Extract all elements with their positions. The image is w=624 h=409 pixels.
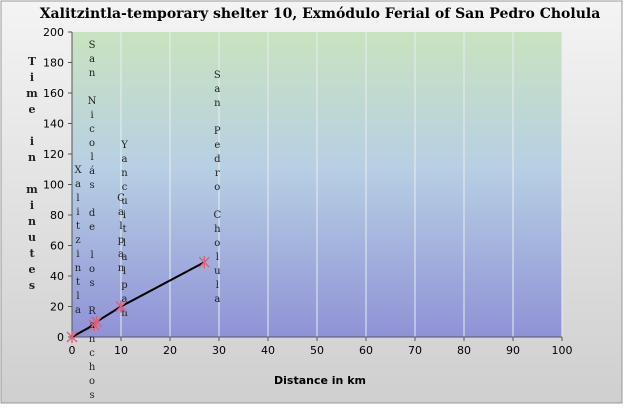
y-tick-label: 40 <box>50 270 64 283</box>
y-tick-label: 200 <box>43 26 64 39</box>
chart-title: Xalitzintla-temporary shelter 10, Exmódu… <box>40 6 601 22</box>
y-tick-label: 120 <box>43 148 64 161</box>
x-tick-label: 10 <box>114 344 128 357</box>
x-tick-label: 40 <box>261 344 275 357</box>
data-point <box>66 331 78 343</box>
y-tick-label: 20 <box>50 301 64 314</box>
y-axis-label: Time in minutes <box>25 55 38 295</box>
y-tick-label: 180 <box>43 57 64 70</box>
point-label: San Pedro Cholula <box>212 70 223 308</box>
y-tick-label: 100 <box>43 179 64 192</box>
y-tick-label: 0 <box>57 331 64 344</box>
data-point <box>198 256 210 269</box>
y-tick-label: 80 <box>50 209 64 222</box>
data-point <box>115 300 127 313</box>
x-tick-label: 80 <box>457 344 471 357</box>
y-tick-label: 140 <box>43 118 64 131</box>
x-tick-label: 90 <box>506 344 520 357</box>
data-point <box>90 315 103 328</box>
point-label: San Nicolás de los Ranchos <box>87 40 98 404</box>
x-tick-label: 20 <box>163 344 177 357</box>
x-tick-label: 60 <box>359 344 373 357</box>
point-label: Xalitzintla <box>73 165 84 319</box>
x-tick-label: 50 <box>310 344 324 357</box>
x-tick-label: 30 <box>212 344 226 357</box>
y-tick-label: 160 <box>43 87 64 100</box>
x-axis-label: Distance in km <box>274 374 366 387</box>
x-tick-label: 100 <box>552 344 573 357</box>
y-tick-label: 60 <box>50 240 64 253</box>
point-label: Calpan <box>116 193 127 277</box>
point-label: Yancuitlalpan <box>119 140 130 322</box>
x-tick-label: 70 <box>408 344 422 357</box>
x-tick-label: 0 <box>69 344 76 357</box>
